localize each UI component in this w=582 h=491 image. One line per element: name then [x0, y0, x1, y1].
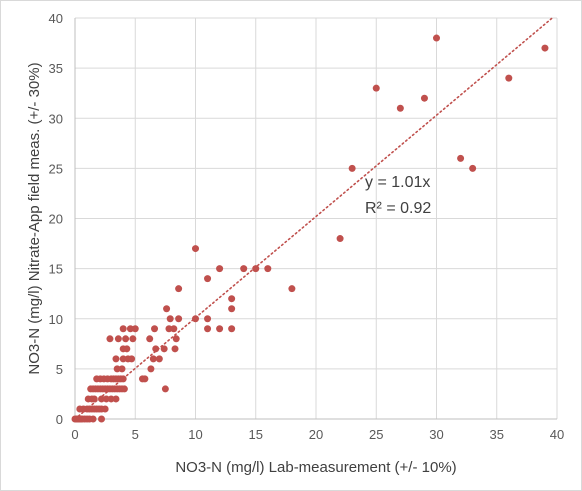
data-point — [228, 295, 236, 303]
x-tick-label: 0 — [71, 427, 78, 442]
data-point — [107, 395, 115, 403]
data-point — [216, 325, 224, 333]
data-point — [175, 315, 183, 323]
data-point — [112, 395, 120, 403]
y-tick-label: 25 — [49, 161, 63, 176]
x-tick-label: 40 — [550, 427, 564, 442]
y-tick-label: 20 — [49, 212, 63, 227]
trendline — [74, 17, 554, 420]
data-point — [192, 315, 199, 323]
data-point — [469, 164, 477, 172]
y-tick-label: 10 — [49, 312, 63, 327]
data-point — [119, 375, 127, 383]
data-point — [336, 235, 344, 243]
data-point — [372, 84, 380, 92]
data-point — [264, 265, 272, 273]
data-point — [252, 265, 260, 273]
data-point — [166, 315, 174, 323]
data-point — [163, 305, 171, 313]
data-point — [146, 335, 154, 343]
data-point — [204, 275, 212, 283]
data-point — [192, 245, 199, 253]
data-point — [160, 345, 168, 353]
data-point — [541, 44, 549, 52]
data-point — [172, 335, 180, 343]
y-tick-label: 5 — [56, 362, 63, 377]
trendline-group — [74, 17, 554, 420]
data-point — [161, 385, 169, 393]
data-point — [129, 335, 137, 343]
data-point — [175, 285, 183, 293]
data-point — [165, 325, 173, 333]
data-point — [119, 355, 127, 363]
axes — [74, 18, 557, 420]
data-point — [152, 345, 160, 353]
trendline-r-squared: R² = 0.92 — [365, 200, 431, 217]
data-point — [101, 405, 109, 413]
data-point — [288, 285, 296, 293]
data-point — [98, 415, 106, 423]
data-point — [155, 355, 163, 363]
data-point — [131, 325, 139, 333]
data-point — [240, 265, 248, 273]
data-point — [170, 325, 178, 333]
x-axis-title: NO3-N (mg/l) Lab-measurement (+/- 10%) — [175, 459, 456, 476]
y-axis-title: NO3-N (mg/l) Nitrate-App field meas. (+/… — [26, 62, 43, 374]
data-point — [120, 385, 128, 393]
data-point — [114, 335, 122, 343]
data-point — [118, 365, 126, 373]
x-tick-label: 15 — [249, 427, 263, 442]
data-point — [141, 375, 149, 383]
x-tick-label: 25 — [369, 427, 383, 442]
data-point — [204, 315, 212, 323]
data-point — [505, 74, 513, 82]
y-tick-label: 35 — [49, 61, 63, 76]
data-point — [113, 365, 121, 373]
y-tick-label: 0 — [56, 412, 63, 427]
data-point — [396, 104, 404, 112]
x-tick-label: 20 — [309, 427, 323, 442]
data-point — [216, 265, 224, 273]
data-point — [204, 325, 212, 333]
data-point — [122, 335, 130, 343]
data-point — [119, 325, 127, 333]
data-point — [420, 94, 428, 102]
x-tick-label: 30 — [429, 427, 443, 442]
data-point — [151, 325, 159, 333]
data-point — [149, 355, 157, 363]
data-point — [228, 305, 236, 313]
y-tick-label: 15 — [49, 262, 63, 277]
data-point — [348, 164, 356, 172]
x-tick-label: 35 — [490, 427, 504, 442]
data-point — [433, 34, 440, 42]
tick-labels: 0 5 10 15 20 25 30 35 40 0 5 10 15 20 25 30 35 40 — [49, 11, 565, 442]
data-point — [228, 325, 236, 333]
trendline-equation: y = 1.01x — [365, 174, 430, 191]
data-point — [128, 355, 136, 363]
data-point — [147, 365, 155, 373]
y-tick-label: 40 — [49, 11, 63, 26]
x-tick-label: 5 — [132, 427, 139, 442]
data-point — [98, 395, 106, 403]
data-point — [123, 345, 131, 353]
data-point — [112, 355, 120, 363]
y-tick-label: 30 — [49, 111, 63, 126]
data-points — [71, 34, 549, 423]
data-point — [106, 335, 114, 343]
grid-lines — [75, 17, 558, 419]
data-point — [457, 154, 465, 162]
data-point — [102, 395, 110, 403]
data-point — [89, 415, 97, 423]
x-tick-label: 10 — [188, 427, 202, 442]
data-point — [90, 395, 98, 403]
data-point — [171, 345, 179, 353]
data-point — [126, 325, 134, 333]
